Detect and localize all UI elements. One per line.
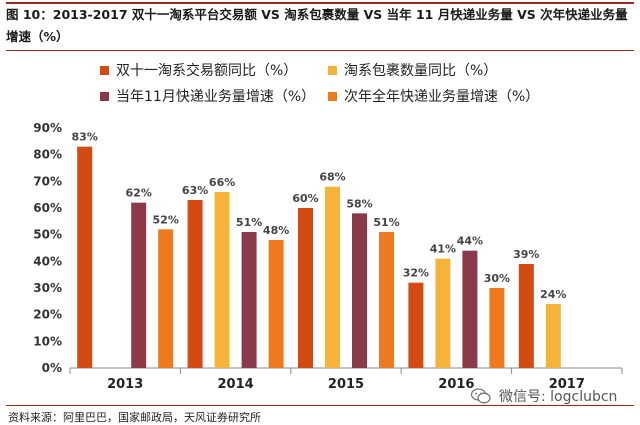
legend-item-4: 次年全年快递业务量增速（%） [328, 86, 539, 106]
x-category-label: 2014 [218, 377, 254, 392]
bar-2016-series-2 [435, 258, 451, 368]
bar-2014-series-2 [214, 192, 230, 368]
y-tick-label: 40% [33, 254, 62, 268]
data-label-2015-series-1: 60% [292, 192, 318, 205]
bar-2016-series-1 [408, 282, 424, 368]
bar-2016-series-3 [462, 250, 478, 368]
legend-item-1: 双十一淘系交易额同比（%） [100, 60, 297, 80]
wechat-watermark: 微信号: logclubcn [471, 386, 617, 406]
source-note: 资料来源：阿里巴巴，国家邮政局，天风证券研究所 [8, 411, 261, 424]
legend-swatch-3 [100, 91, 109, 101]
y-tick-label: 20% [33, 308, 62, 322]
legend-swatch-1 [100, 65, 109, 75]
data-label-2017-series-1: 39% [513, 248, 539, 261]
legend-label-1: 双十一淘系交易额同比（%） [116, 63, 298, 79]
bar-2017-series-2 [545, 304, 561, 368]
bar-2015-series-2 [325, 186, 340, 368]
data-label-2013-series-4: 52% [153, 213, 179, 226]
data-label-2014-series-1: 63% [182, 184, 208, 197]
bar-2015-series-4 [379, 232, 394, 368]
x-category-label: 2013 [107, 377, 143, 392]
data-label-2016-series-1: 32% [403, 267, 429, 280]
x-category-label: 2016 [438, 377, 474, 392]
y-tick-label: 80% [33, 148, 62, 162]
data-label-2014-series-2: 66% [209, 176, 235, 189]
y-tick-label: 10% [33, 334, 62, 348]
top-accent-line [6, 2, 634, 4]
bar-2015-series-3 [352, 213, 367, 368]
bar-2015-series-1 [298, 208, 313, 368]
title-divider [6, 50, 634, 51]
bar-2016-series-4 [489, 288, 505, 368]
y-tick-label: 60% [33, 201, 62, 215]
y-tick-label: 90% [33, 121, 62, 135]
legend-label-4: 次年全年快递业务量增速（%） [344, 89, 540, 105]
y-tick-label: 50% [33, 228, 62, 242]
bar-2013-series-3 [131, 202, 147, 368]
x-category-label: 2015 [328, 377, 364, 392]
bar-2013-series-1 [77, 146, 93, 368]
data-label-2015-series-4: 51% [373, 216, 399, 229]
legend-swatch-2 [328, 65, 337, 75]
data-label-2016-series-3: 44% [457, 235, 483, 248]
bar-2014-series-3 [241, 232, 257, 368]
bar-2013-series-4 [158, 229, 174, 368]
watermark-text: 微信号: logclubcn [499, 389, 618, 405]
chart-title: 图 10：2013-2017 双十一淘系平台交易额 VS 淘系包裹数量 VS 当… [6, 7, 628, 44]
legend-item-2: 淘系包裹数量同比（%） [328, 60, 497, 80]
data-label-2013-series-3: 62% [126, 187, 152, 200]
y-tick-label: 70% [33, 174, 62, 188]
data-label-2015-series-2: 68% [319, 171, 345, 184]
y-tick-label: 0% [42, 361, 62, 375]
y-tick-label: 30% [33, 281, 62, 295]
x-category-label: 2017 [549, 377, 585, 392]
legend-label-3: 当年11月快递业务量增速（%） [116, 89, 316, 105]
data-label-2013-series-1: 83% [72, 131, 98, 144]
data-label-2014-series-3: 51% [236, 216, 262, 229]
bar-2017-series-1 [518, 264, 534, 368]
wechat-icon [471, 388, 491, 404]
legend-label-2: 淘系包裹数量同比（%） [344, 63, 498, 79]
data-label-2016-series-2: 41% [430, 243, 456, 256]
data-label-2016-series-4: 30% [484, 272, 510, 285]
legend-swatch-4 [328, 91, 337, 101]
data-label-2017-series-2: 24% [540, 288, 566, 301]
bar-2014-series-4 [268, 240, 284, 368]
data-label-2014-series-4: 48% [263, 224, 289, 237]
footer-divider [6, 405, 634, 406]
legend-item-3: 当年11月快递业务量增速（%） [100, 86, 315, 106]
data-label-2015-series-3: 58% [346, 197, 372, 210]
bar-2014-series-1 [187, 200, 203, 368]
